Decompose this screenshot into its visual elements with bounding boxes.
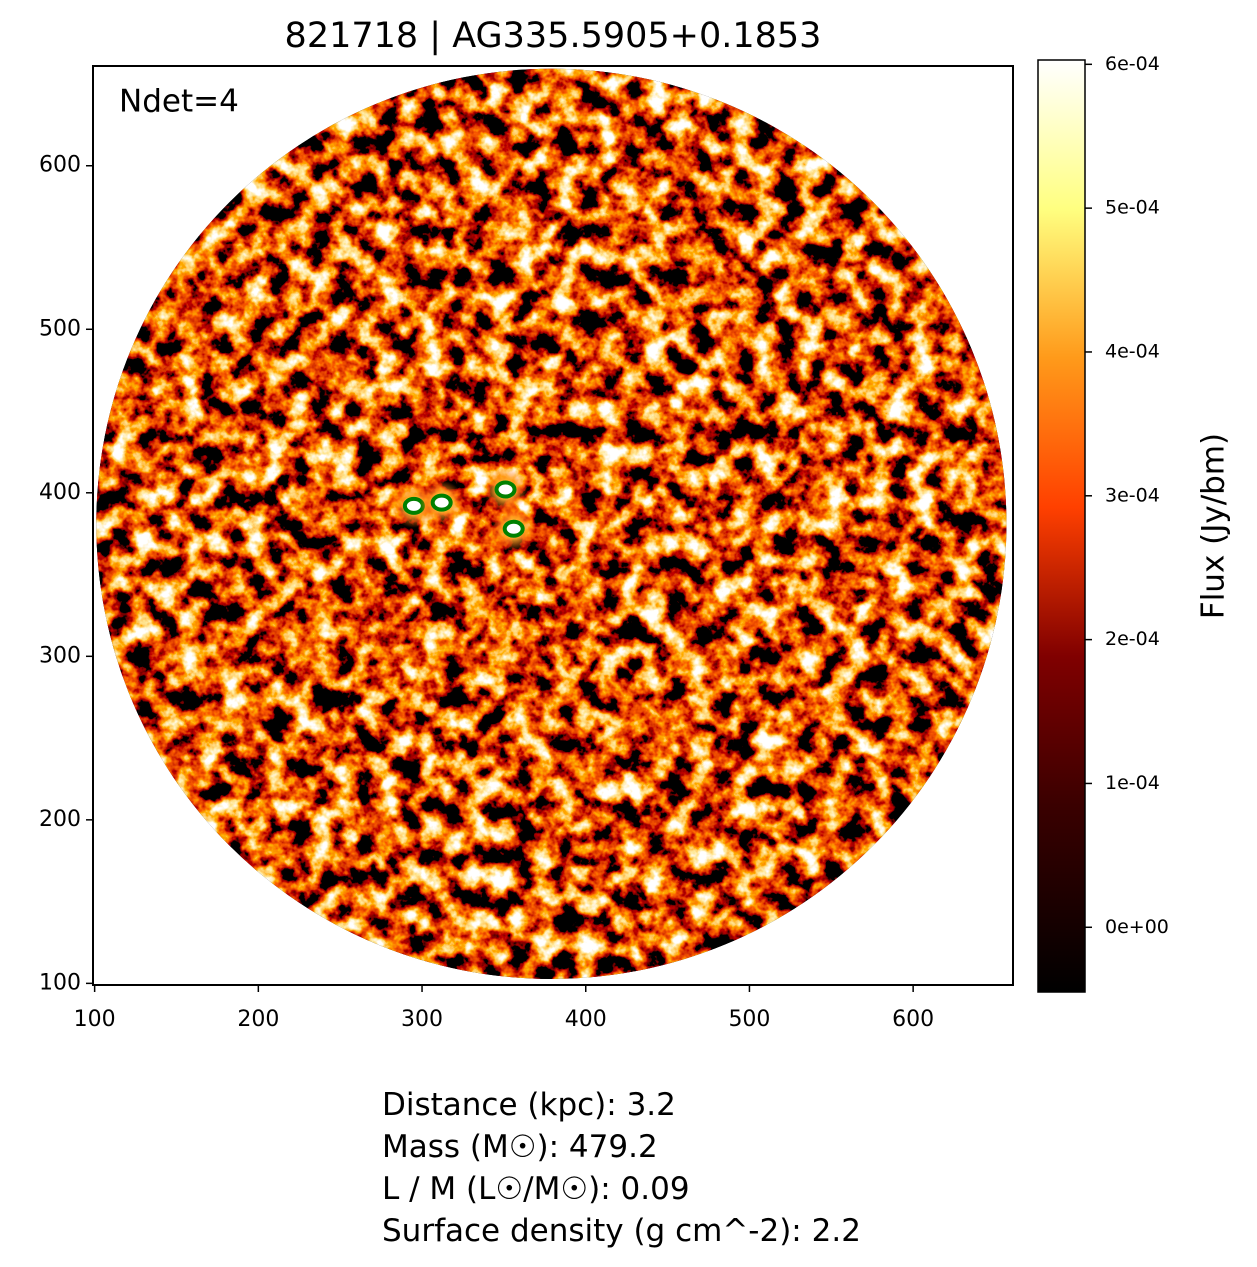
footer-line: Mass (M☉): 479.2 xyxy=(382,1129,658,1165)
y-tick-label: 400 xyxy=(39,480,81,505)
footer-line: Surface density (g cm^-2): 2.2 xyxy=(382,1213,861,1249)
y-tick-label: 600 xyxy=(39,153,81,178)
colorbar-tick-label: 5e-04 xyxy=(1105,197,1160,219)
x-tick-label: 300 xyxy=(401,1007,443,1032)
flux-map xyxy=(96,69,1006,979)
colorbar-tick-label: 1e-04 xyxy=(1105,772,1160,794)
plot-area xyxy=(96,68,1006,979)
colorbar xyxy=(1037,59,1086,993)
y-tick-label: 200 xyxy=(39,807,81,832)
colorbar-tick-label: 2e-04 xyxy=(1105,628,1160,650)
x-tick-label: 400 xyxy=(565,1007,607,1032)
colorbar-tick-label: 4e-04 xyxy=(1105,340,1160,362)
colorbar-label: Flux (Jy/bm) xyxy=(1196,433,1232,619)
x-tick-label: 600 xyxy=(892,1007,934,1032)
y-tick-label: 300 xyxy=(39,643,81,668)
colorbar-tick-label: 6e-04 xyxy=(1105,53,1160,75)
axes-frame xyxy=(92,65,1014,986)
annotation: Ndet=4 xyxy=(119,84,239,120)
y-tick-label: 500 xyxy=(39,316,81,341)
colorbar-tick-label: 0e+00 xyxy=(1105,916,1169,938)
footer-line: Distance (kpc): 3.2 xyxy=(382,1087,676,1123)
detection xyxy=(494,480,517,499)
footer-line: L / M (L☉/M☉): 0.09 xyxy=(382,1171,690,1207)
colorbar-tick-label: 3e-04 xyxy=(1105,484,1160,506)
x-tick-label: 100 xyxy=(74,1007,116,1032)
x-tick-label: 500 xyxy=(728,1007,770,1032)
x-tick-label: 200 xyxy=(237,1007,279,1032)
chart-title: 821718 | AG335.5905+0.1853 xyxy=(285,16,822,56)
detection xyxy=(502,519,525,538)
y-tick-label: 100 xyxy=(39,970,81,995)
detection xyxy=(430,493,453,512)
